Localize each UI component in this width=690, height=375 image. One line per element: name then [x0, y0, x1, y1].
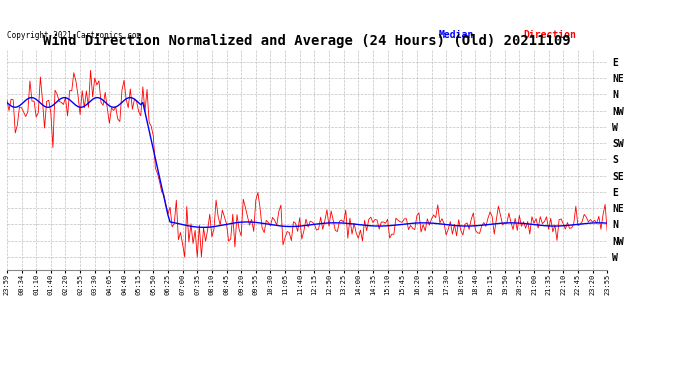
- Text: Direction: Direction: [523, 30, 576, 40]
- Text: Median: Median: [439, 30, 474, 40]
- Title: Wind Direction Normalized and Average (24 Hours) (Old) 20211109: Wind Direction Normalized and Average (2…: [43, 33, 571, 48]
- Text: Copyright 2021 Cartronics.com: Copyright 2021 Cartronics.com: [7, 31, 141, 40]
